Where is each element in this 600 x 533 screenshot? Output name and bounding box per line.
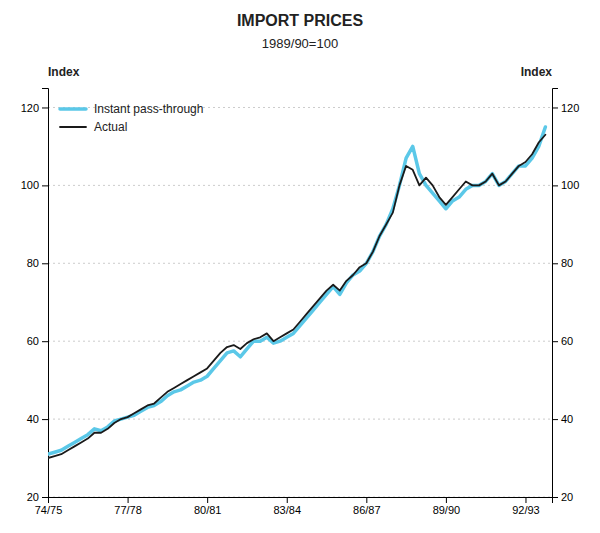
tick-label: 100: [21, 179, 39, 191]
chart: IMPORT PRICES1989/90=100IndexIndex74/757…: [0, 0, 600, 533]
tick-label: 80: [27, 257, 39, 269]
legend-label: Instant pass-through: [94, 102, 203, 116]
tick-mark: [552, 419, 558, 420]
tick: 20: [552, 491, 573, 503]
tick-mark: [42, 419, 48, 420]
tick: 120: [552, 101, 579, 113]
tick-label: 20: [27, 491, 39, 503]
tick-mark: [42, 341, 48, 342]
tick-label: 120: [561, 101, 579, 113]
legend-swatch: [60, 107, 86, 111]
tick: 80: [552, 257, 573, 269]
tick-mark: [552, 497, 558, 498]
tick-mark: [552, 341, 558, 342]
x-axis: 74/75 77/78 80/81 83/84 86/87 89/90 92/93: [35, 497, 553, 516]
tick-label: 74/75: [35, 504, 63, 516]
tick-mark: [42, 497, 48, 498]
tick: 20: [27, 491, 48, 503]
series-group: [48, 127, 545, 458]
tick: 100: [21, 179, 48, 191]
series-line: [48, 127, 545, 454]
legend-swatch: [60, 126, 86, 128]
tick-mark: [552, 107, 558, 108]
tick-mark: [446, 497, 447, 503]
series-line: [48, 135, 545, 458]
legend-label: Actual: [94, 120, 127, 134]
y-axis-line: [42, 89, 49, 498]
legend-entry: Instant pass-through: [60, 102, 203, 116]
tick: 40: [552, 413, 573, 425]
legend-entry: Actual: [60, 120, 127, 134]
tick-mark: [525, 497, 526, 503]
tick-label: 100: [561, 179, 579, 191]
tick-mark: [42, 185, 48, 186]
grid: [48, 107, 552, 497]
tick-mark: [552, 185, 558, 186]
y-axis: 20 40 60 80 100 120: [21, 89, 49, 504]
tick-label: 60: [561, 335, 573, 347]
tick-mark: [42, 263, 48, 264]
tick-mark: [42, 107, 48, 108]
plot: 74/75 77/78 80/81 83/84 86/87 89/90 92/93 20 40 6…: [21, 89, 580, 516]
tick: 60: [27, 335, 48, 347]
tick: 77/78: [114, 497, 142, 516]
legend: Instant pass-through Actual: [60, 102, 203, 134]
tick-label: 40: [561, 413, 573, 425]
tick: 92/93: [512, 497, 540, 516]
tick: 80: [27, 257, 48, 269]
tick: 89/90: [433, 497, 461, 516]
tick: 83/84: [273, 497, 301, 516]
y2-axis-line: [553, 89, 559, 498]
tick: 100: [552, 179, 579, 191]
x-axis-line: [49, 498, 553, 504]
tick-label: 83/84: [273, 504, 301, 516]
tick-label: 120: [21, 101, 39, 113]
grid-line: [48, 341, 552, 342]
subtitle: 1989/90=100: [262, 36, 338, 51]
tick-label: 89/90: [433, 504, 461, 516]
y2-axis-label: Index: [521, 65, 553, 79]
tick: 86/87: [353, 497, 381, 516]
tick-mark: [207, 497, 208, 503]
tick-label: 77/78: [114, 504, 142, 516]
tick: 40: [27, 413, 48, 425]
tick-mark: [366, 497, 367, 503]
tick: 120: [21, 101, 48, 113]
tick-label: 92/93: [512, 504, 540, 516]
tick-label: 80/81: [194, 504, 222, 516]
tick-label: 40: [27, 413, 39, 425]
tick-label: 20: [561, 491, 573, 503]
y2-axis: 20 40 60 80 100 120: [552, 89, 579, 504]
y-axis-label: Index: [48, 65, 80, 79]
tick: 80/81: [194, 497, 222, 516]
grid-line: [48, 263, 552, 264]
tick-mark: [552, 263, 558, 264]
tick-label: 86/87: [353, 504, 381, 516]
tick-mark: [287, 497, 288, 503]
tick: 60: [552, 335, 573, 347]
tick-label: 80: [561, 257, 573, 269]
title: IMPORT PRICES: [237, 12, 364, 29]
tick-mark: [128, 497, 129, 503]
tick-label: 60: [27, 335, 39, 347]
